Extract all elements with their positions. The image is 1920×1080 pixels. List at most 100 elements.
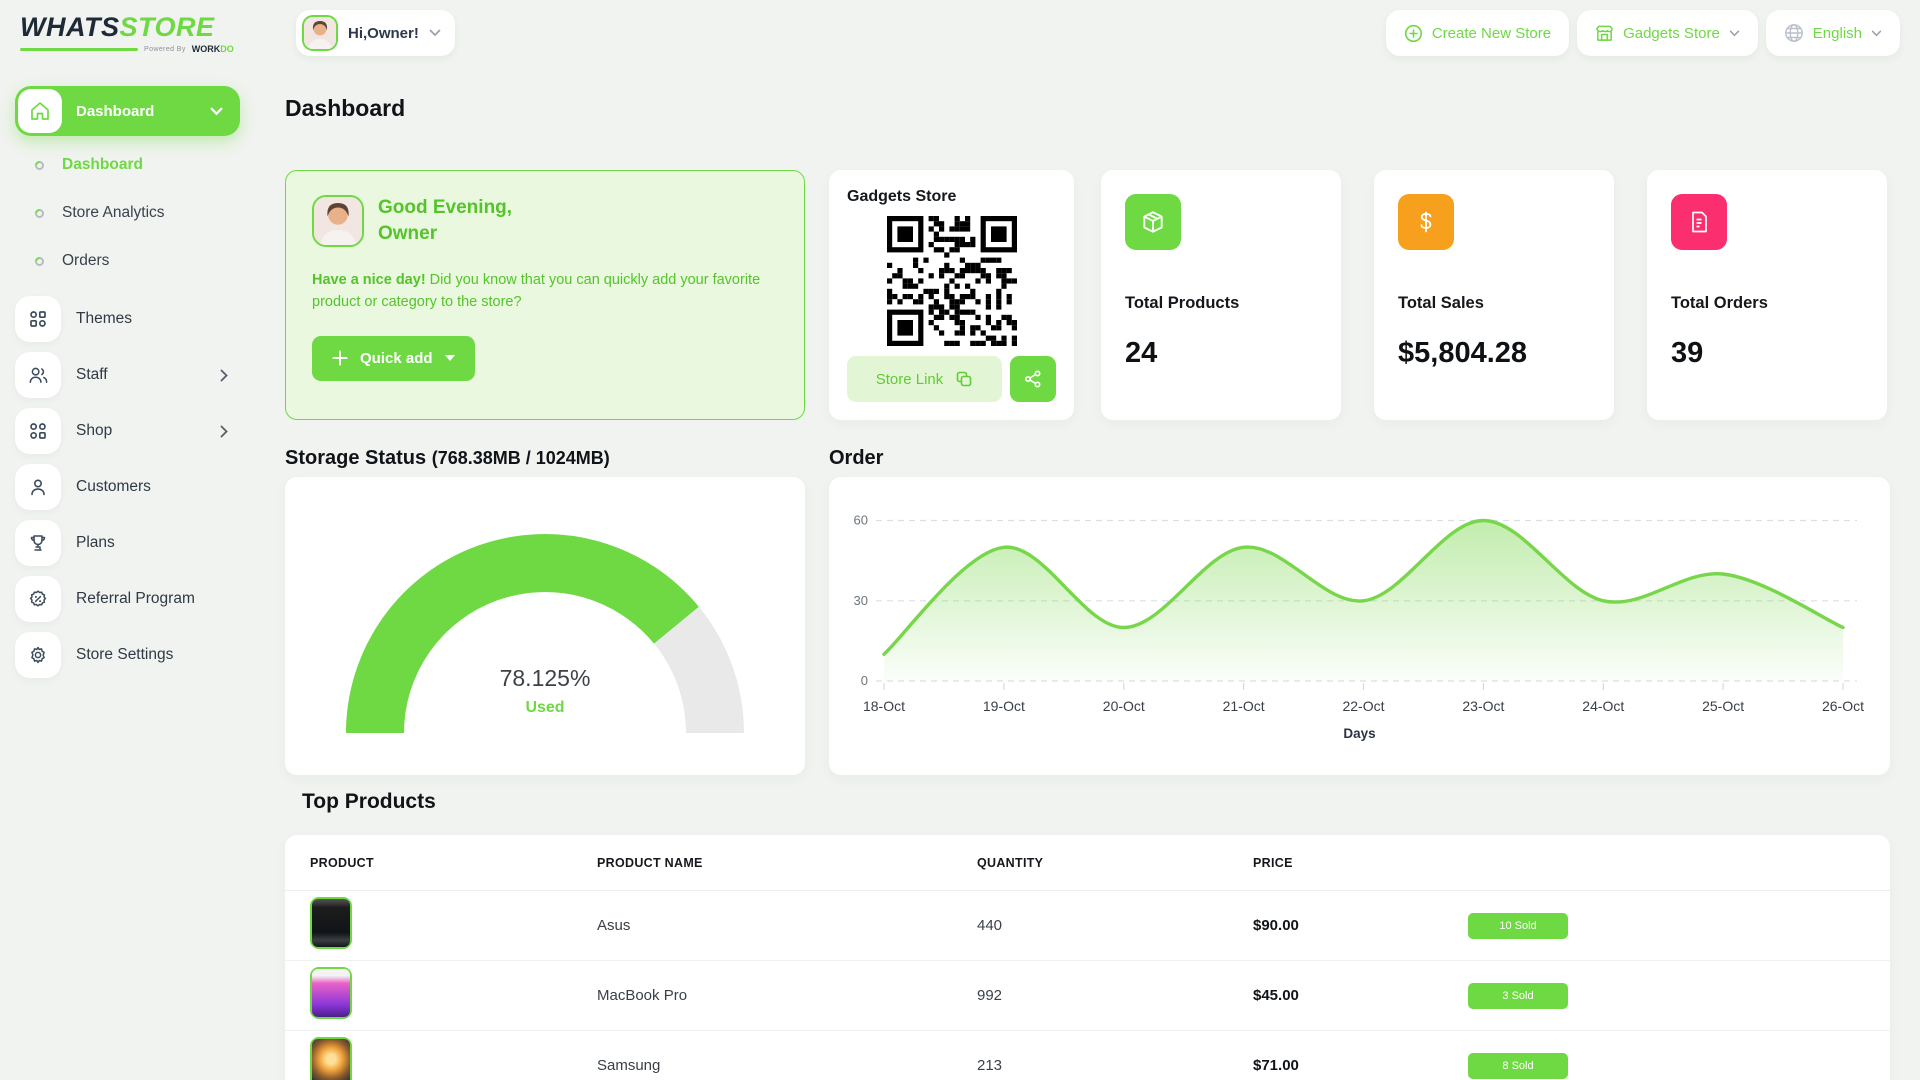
svg-text:25-Oct: 25-Oct — [1702, 698, 1744, 714]
chart-x-axis-title: Days — [1343, 726, 1376, 741]
storage-section-title: Storage Status (768.38MB / 1024MB) — [285, 447, 610, 469]
product-price: $71.00 — [1253, 1057, 1299, 1074]
product-quantity: 992 — [977, 987, 1003, 1004]
sidebar-item-referral-program[interactable]: Referral Program — [15, 571, 240, 627]
svg-text:22-Oct: 22-Oct — [1342, 698, 1384, 714]
storage-usage: (768.38MB / 1024MB) — [431, 448, 610, 468]
sidebar-item-store-settings[interactable]: Store Settings — [15, 627, 240, 683]
stat-value: 39 — [1671, 337, 1704, 369]
product-image-asus — [310, 897, 352, 949]
chevron-down-icon — [429, 29, 441, 37]
top-products-title: Top Products — [302, 790, 436, 813]
plus-circle-icon — [1404, 24, 1422, 42]
storage-gauge — [346, 534, 744, 734]
storage-gauge-card: 78.125% Used — [285, 477, 805, 775]
col-product-name: PRODUCT NAME — [597, 855, 703, 870]
stat-card-total-sales: Total Sales $5,804.28 — [1374, 170, 1614, 420]
order-chart-card: 0 30 60 18-Oct 19-Oct 20-Oct 21-Oct 22-Oct 23-Oc… — [829, 477, 1890, 775]
bullet-icon — [33, 254, 46, 268]
storage-used-label: Used — [525, 699, 565, 716]
page-title: Dashboard — [285, 95, 406, 121]
product-image-samsung — [310, 1037, 352, 1080]
chevron-down-icon — [210, 107, 223, 115]
create-new-store-button[interactable]: Create New Store — [1385, 10, 1570, 56]
stat-card-total-products: Total Products 24 — [1101, 170, 1341, 420]
bullet-icon — [33, 158, 46, 172]
product-name: Samsung — [597, 1057, 661, 1074]
col-price: PRICE — [1253, 855, 1293, 870]
stat-label: Total Sales — [1398, 294, 1484, 312]
stat-label: Total Products — [1125, 294, 1240, 312]
dollar-icon — [1420, 211, 1432, 233]
sidebar-item-staff[interactable]: Staff — [15, 347, 240, 403]
globe-icon — [1784, 24, 1803, 42]
sidebar-item-orders[interactable]: Orders — [15, 237, 240, 285]
chevron-right-icon — [220, 369, 228, 381]
chevron-down-icon — [1871, 30, 1882, 36]
sidebar-group-dashboard[interactable]: Dashboard — [15, 86, 240, 136]
sidebar-item-dashboard[interactable]: Dashboard — [15, 141, 240, 189]
sidebar: Dashboard Dashboard Store Analytics Orde… — [15, 86, 240, 683]
home-icon — [31, 102, 49, 120]
sidebar-item-plans[interactable]: Plans — [15, 515, 240, 571]
greeting-card: Good Evening, Owner Have a nice day! Did… — [285, 170, 805, 420]
share-store-button[interactable] — [1010, 356, 1056, 402]
svg-text:60: 60 — [854, 513, 868, 528]
product-price: $90.00 — [1253, 917, 1299, 934]
sidebar-item-themes[interactable]: Themes — [15, 291, 240, 347]
user-avatar — [302, 15, 338, 51]
top-products-table: PRODUCT PRODUCT NAME QUANTITY PRICE Asus… — [285, 835, 1890, 1080]
chevron-right-icon — [220, 425, 228, 437]
store-qr-card: Gadgets Store Store Link — [829, 170, 1074, 420]
logo-powered-by: Powered By — [144, 45, 186, 53]
user-menu[interactable]: Hi,Owner! — [296, 10, 455, 56]
caret-down-icon — [444, 355, 455, 362]
table-row: Asus 440 $90.00 10 Sold — [285, 891, 1890, 961]
storage-percent: 78.125% — [499, 665, 591, 691]
store-qr-code — [886, 216, 1017, 346]
app-logo[interactable]: WHATSSTORE Powered By WORKDO — [20, 12, 250, 54]
product-quantity: 440 — [977, 917, 1003, 934]
language-selector-button[interactable]: English — [1765, 10, 1900, 56]
stat-card-total-orders: Total Orders 39 — [1647, 170, 1887, 420]
product-image-macbook — [310, 967, 352, 1019]
product-price: $45.00 — [1253, 987, 1299, 1004]
order-area-chart: 0 30 60 18-Oct 19-Oct 20-Oct 21-Oct 22-Oct 23-Oc… — [854, 513, 1865, 715]
table-row: MacBook Pro 992 $45.00 3 Sold — [285, 961, 1890, 1031]
copy-icon — [956, 371, 972, 387]
logo-text: WHATSSTORE — [20, 12, 215, 42]
svg-text:30: 30 — [854, 593, 868, 608]
svg-text:26-Oct: 26-Oct — [1822, 698, 1864, 714]
store-link-button[interactable]: Store Link — [847, 356, 1002, 402]
sidebar-item-shop[interactable]: Shop — [15, 403, 240, 459]
stat-value: $5,804.28 — [1398, 337, 1528, 369]
svg-text:21-Oct: 21-Oct — [1223, 698, 1265, 714]
svg-text:24-Oct: 24-Oct — [1582, 698, 1624, 714]
bullet-icon — [33, 206, 46, 220]
trophy-icon — [30, 535, 46, 551]
product-quantity: 213 — [977, 1057, 1003, 1074]
store-switcher-button[interactable]: Gadgets Store — [1577, 10, 1758, 56]
order-section-title: Order — [829, 447, 884, 469]
sidebar-item-store-analytics[interactable]: Store Analytics — [15, 189, 240, 237]
share-icon — [1024, 370, 1041, 388]
store-name: Gadgets Store — [847, 188, 957, 205]
svg-text:19-Oct: 19-Oct — [983, 698, 1025, 714]
sold-badge: 8 Sold — [1468, 1052, 1568, 1079]
product-name: Asus — [597, 917, 631, 934]
chevron-down-icon — [1729, 30, 1740, 36]
quick-add-button[interactable]: Quick add — [312, 335, 475, 381]
plus-icon — [332, 350, 348, 366]
svg-text:20-Oct: 20-Oct — [1103, 698, 1145, 714]
col-product: PRODUCT — [310, 855, 374, 870]
sold-badge: 10 Sold — [1468, 912, 1568, 939]
package-icon — [1143, 211, 1163, 233]
grid-icon — [30, 423, 46, 439]
user-greeting-label: Hi,Owner! — [348, 24, 419, 42]
badge-percent-icon — [29, 590, 47, 607]
sidebar-item-customers[interactable]: Customers — [15, 459, 240, 515]
storefront-icon — [1596, 25, 1613, 41]
grid-icon — [30, 311, 46, 327]
table-row: Samsung 213 $71.00 8 Sold — [285, 1031, 1890, 1080]
gear-icon — [31, 646, 45, 664]
